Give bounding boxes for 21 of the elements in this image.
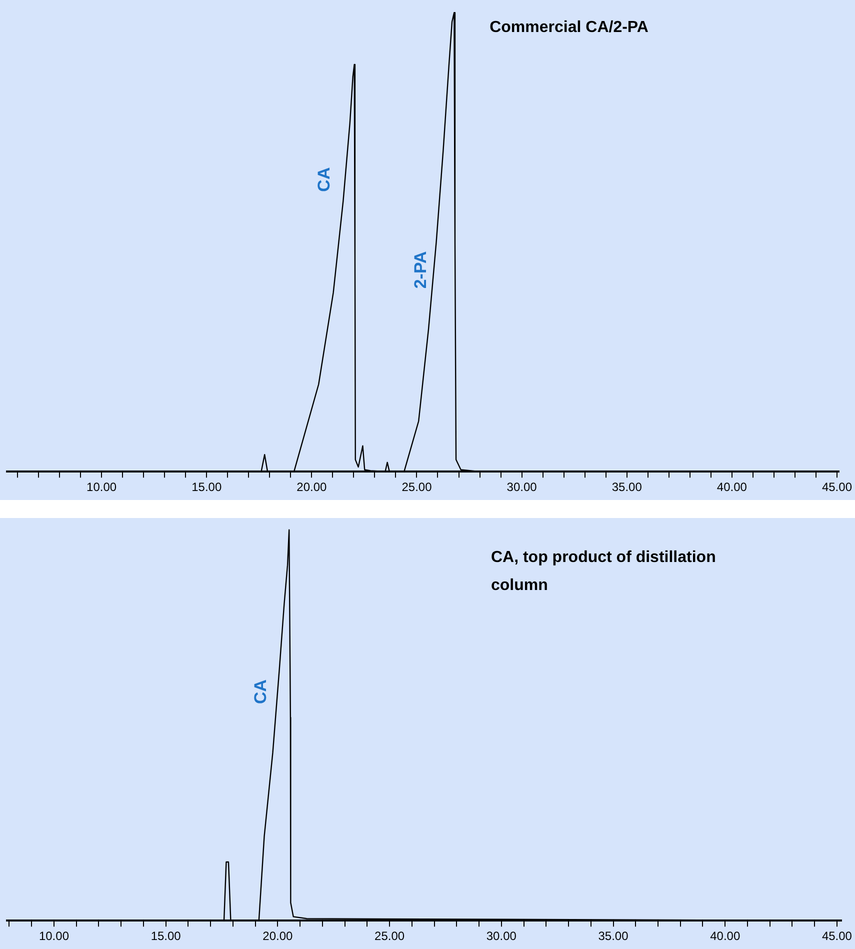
annotation: CA [314,167,334,192]
text: CA, top product of distillation column [490,549,716,594]
x-tick-label: 45.00 [822,480,852,494]
x-tick-label: 30.00 [506,480,538,494]
x-tick-label: 30.00 [486,929,517,944]
x-tick-label: 20.00 [296,480,328,494]
x-tick-label: 35.00 [612,480,642,494]
x-tick-label: 15.00 [192,480,222,494]
x-tick-label: 25.00 [402,480,432,494]
x-tick-label: 10.00 [38,929,70,944]
x-tick-label: 10.00 [86,480,117,494]
x-tick-label: 25.00 [374,929,405,944]
annotation: 2-PA [411,251,430,289]
chart-title: Commercial CA/2-PA [490,18,649,36]
x-tick-label: 40.00 [710,929,740,944]
x-tick-label: 40.00 [716,480,748,494]
x-tick-label: 15.00 [150,929,182,944]
annotation: CA [251,679,270,704]
x-tick-label: 35.00 [598,929,629,944]
x-tick-label: 20.00 [262,929,294,944]
x-tick-label: 45.00 [822,929,852,944]
